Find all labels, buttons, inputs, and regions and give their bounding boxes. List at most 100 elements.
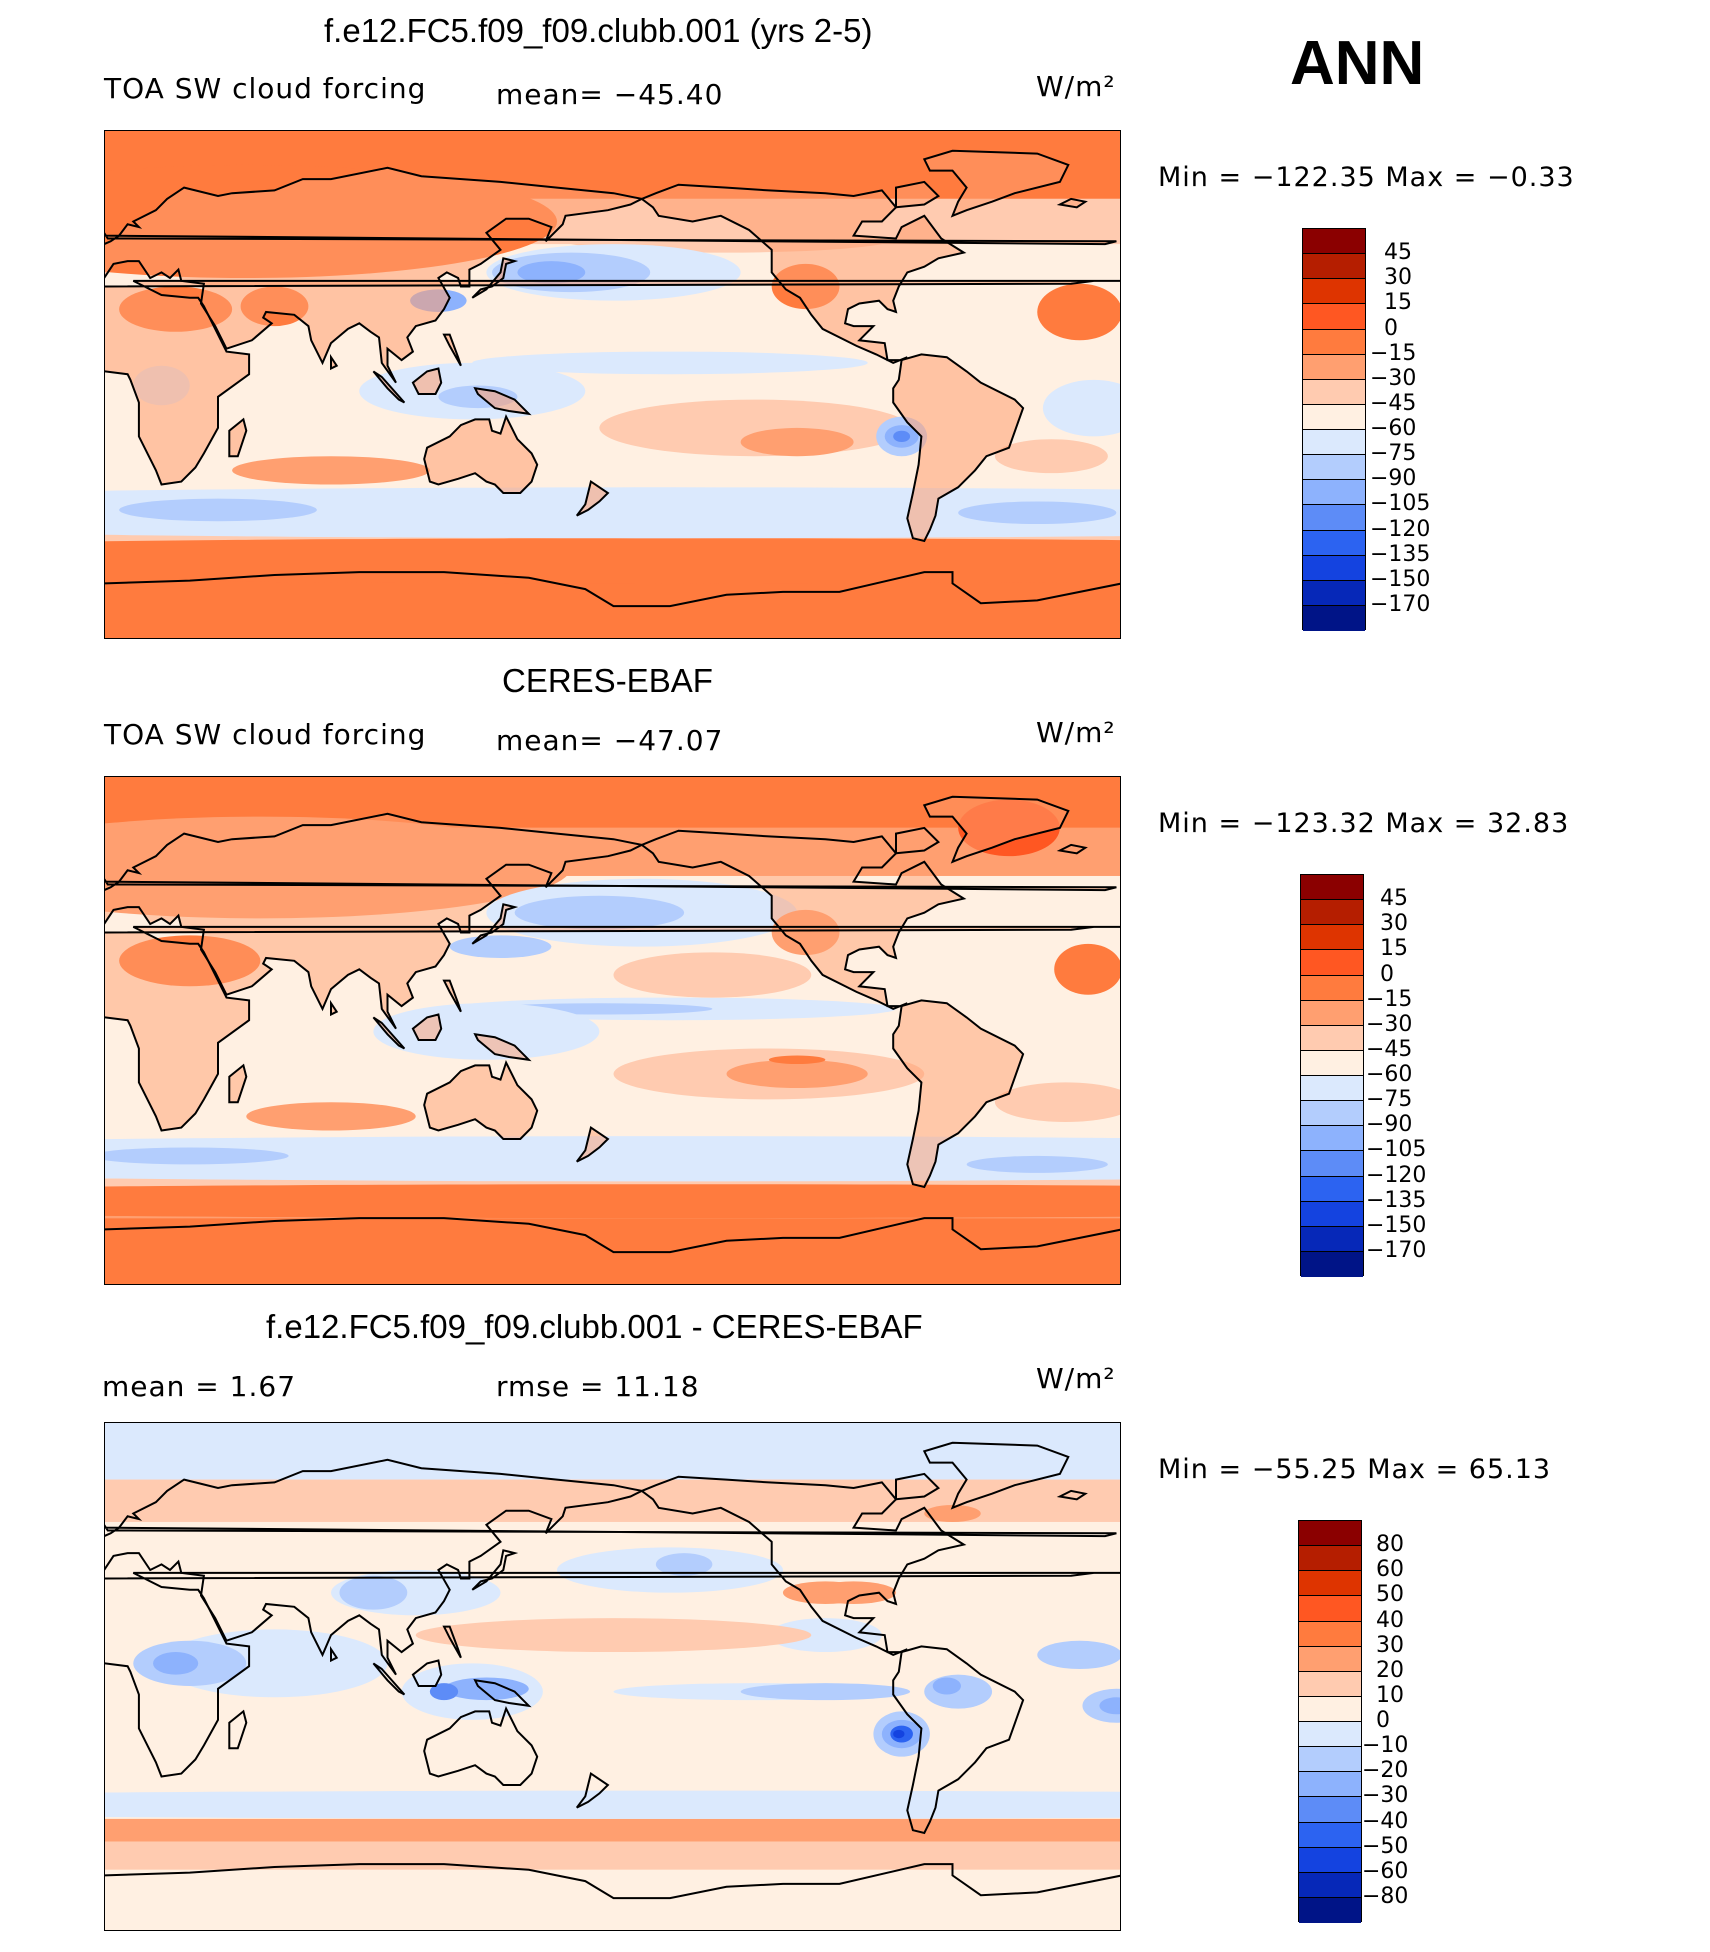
coastline-baffin <box>895 1472 941 1501</box>
coastline-borneo <box>411 1659 443 1687</box>
coastline-antarctica <box>105 571 1120 608</box>
coastline-australia <box>423 413 539 494</box>
colorbar-tick-label: 15 <box>1380 936 1408 962</box>
colorbar-tick-label: 50 <box>1376 1582 1404 1608</box>
colorbar-swatch <box>1299 1822 1361 1848</box>
coastline-iceland <box>1056 843 1088 855</box>
coastline-japan <box>471 1549 519 1591</box>
colorbar-swatch <box>1301 1251 1363 1277</box>
map-land-shading <box>229 419 247 457</box>
field-label: TOA SW cloud forcing <box>104 72 427 105</box>
map-field-region <box>429 1683 459 1701</box>
colorbar-tick-label: 30 <box>1384 265 1412 291</box>
map-field-region <box>768 1618 882 1653</box>
colorbar-tick-label: −150 <box>1366 1212 1427 1238</box>
coastline-greenland <box>922 1441 1070 1510</box>
map-field-region <box>932 1677 961 1695</box>
colorbar-swatch <box>1301 1025 1363 1051</box>
map-land-shading <box>229 1065 247 1103</box>
colorbar-tick-label: −120 <box>1366 1162 1427 1188</box>
coastline-borneo <box>411 367 443 395</box>
coastline-madagascar <box>228 417 248 458</box>
coastline-africa <box>105 925 1120 1132</box>
map-field-region <box>105 487 1120 539</box>
units-label: W/m² <box>1036 1362 1116 1395</box>
map-land-shading <box>641 184 964 363</box>
coastline-nam <box>639 829 967 1010</box>
map-field-region <box>105 1790 1120 1819</box>
colorbar-swatch <box>1299 1747 1361 1773</box>
coastline-borneo <box>411 1013 443 1041</box>
colorbar-swatch <box>1299 1596 1361 1622</box>
colorbar-swatch <box>1299 1696 1361 1722</box>
colorbar <box>1300 874 1364 1277</box>
colorbar-tick-label: −120 <box>1370 516 1431 542</box>
map-field-region <box>105 1136 1120 1182</box>
map-field-region <box>613 952 812 998</box>
colorbar-tick-label: 15 <box>1384 290 1412 316</box>
map-field-region <box>339 1575 408 1610</box>
coastline-nz <box>576 479 610 517</box>
map-field-region <box>415 1618 812 1653</box>
coastline-eurasia <box>105 812 645 1030</box>
colorbar-tick-label: 40 <box>1376 1607 1404 1633</box>
colorbar-tick-label: −135 <box>1370 541 1431 567</box>
coastline-philippines <box>442 1625 462 1659</box>
colorbar-swatch <box>1303 455 1365 481</box>
panel-title: f.e12.FC5.f09_f09.clubb.001 - CERES-EBAF <box>266 1308 923 1345</box>
colorbar-swatch <box>1299 1646 1361 1672</box>
colorbar-tick-label: −50 <box>1362 1833 1409 1859</box>
map-field-region <box>740 427 854 457</box>
coastline-nz <box>576 1125 610 1163</box>
colorbar-swatch <box>1303 555 1365 581</box>
coastline-eurasia <box>105 1458 645 1676</box>
season-label: ANN <box>1290 29 1425 98</box>
map-land-shading <box>105 167 642 383</box>
colorbar-swatch <box>1299 1872 1361 1898</box>
colorbar-swatch <box>1301 1201 1363 1227</box>
map-field-region <box>924 1505 981 1522</box>
coastline-sumatra <box>372 1662 406 1696</box>
colorbar-tick-label: −30 <box>1366 1011 1413 1037</box>
coastline-australia <box>423 1059 539 1140</box>
colorbar-swatch <box>1299 1521 1361 1547</box>
colorbar-tick-label: −75 <box>1370 441 1417 467</box>
colorbar-swatch <box>1301 1000 1363 1026</box>
map-land-shading <box>893 1000 1024 1187</box>
map-field-region <box>768 1055 826 1065</box>
colorbar-swatch <box>1303 530 1365 556</box>
colorbar-tick-label: 30 <box>1376 1632 1404 1658</box>
colorbar-swatch <box>1301 1101 1363 1127</box>
map-latitude-band <box>105 1423 1120 1480</box>
coastline-srilanka <box>330 353 339 371</box>
map-field-region <box>1042 379 1120 437</box>
map-field-region <box>232 456 430 485</box>
map-field-region <box>726 1059 868 1089</box>
map-land-shading <box>475 388 529 414</box>
diff-mean-label: mean = 1.67 <box>102 1370 297 1403</box>
map-field-region <box>994 439 1108 474</box>
panel-title: f.e12.FC5.f09_f09.clubb.001 (yrs 2-5) <box>324 12 873 49</box>
min-max-label: Min = −122.35 Max = −0.33 <box>1158 162 1575 193</box>
map-field-region <box>811 1581 896 1604</box>
coastline-sam <box>892 1645 1025 1835</box>
colorbar-swatch <box>1299 1897 1361 1923</box>
map-land-shading <box>472 258 515 298</box>
colorbar-tick-label: −75 <box>1366 1087 1413 1113</box>
colorbar-swatch <box>1303 229 1365 255</box>
coastline-britain <box>105 232 1117 246</box>
map-field-region <box>966 1155 1108 1173</box>
colorbar-tick-label: −105 <box>1370 491 1431 517</box>
map-field-region <box>1099 1697 1120 1715</box>
colorbar-swatch <box>1299 1621 1361 1647</box>
field-label: TOA SW cloud forcing <box>104 718 427 751</box>
colorbar-tick-label: −105 <box>1366 1137 1427 1163</box>
colorbar-tick-label: 60 <box>1376 1557 1404 1583</box>
coastline-sam <box>892 353 1025 543</box>
coastline-iceland <box>1056 197 1088 209</box>
map-land-shading <box>424 416 538 493</box>
units-label: W/m² <box>1036 716 1116 749</box>
coastline-baffin <box>895 180 941 209</box>
map-land-shading <box>412 368 442 394</box>
coastline-eurasia <box>105 166 645 384</box>
